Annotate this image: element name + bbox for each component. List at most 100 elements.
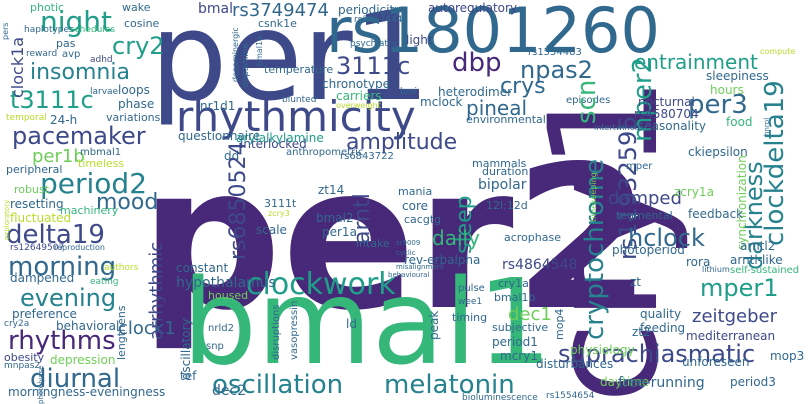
word-clock1a: clock1a <box>8 36 27 98</box>
word-hclock: hclock <box>628 224 705 252</box>
word-environmental: environmental <box>466 113 546 126</box>
word-eating: eating <box>90 277 119 287</box>
word-tef: tef <box>180 369 197 383</box>
word-arylalkylamine: arylalkylamine <box>236 131 324 145</box>
word-dbp: dbp <box>452 48 502 78</box>
word-pineal: pineal <box>466 96 528 120</box>
word-haplotypes: haplotypes <box>24 25 74 35</box>
word-tegmental: tegmental <box>616 209 673 222</box>
word-preference: preference <box>12 307 77 321</box>
word-rs6850524: rs6850524 <box>226 141 251 261</box>
word-cry1a: cry1a <box>498 277 529 290</box>
word-zcry3: zcry3 <box>268 209 290 218</box>
word-psychiatric: psychiatric <box>350 39 400 49</box>
word-diurnal: diurnal <box>30 364 121 394</box>
word-light: light <box>406 33 433 47</box>
word-rhythmicity: rhythmicity <box>176 92 416 141</box>
word-cacgtg: cacgtg <box>404 213 442 226</box>
word-reward: reward <box>26 49 58 59</box>
word-resetting: resetting <box>10 197 64 211</box>
word-carriers: carriers <box>336 89 382 103</box>
word-quality: quality <box>640 307 682 321</box>
word-rs6843722: rs6843722 <box>340 151 394 162</box>
word-compute: compute <box>760 47 796 56</box>
word-arntl2: arntl2 <box>740 239 776 253</box>
word-intertwined: intertwined <box>594 123 640 132</box>
word-synchronization: synchronization <box>735 155 749 250</box>
word-24h: 24-h <box>50 113 78 127</box>
word-period2: period2 <box>40 167 148 200</box>
word-mania: mania <box>398 185 433 198</box>
word-mop4: mop4 <box>553 308 566 340</box>
word-temporal: temporal <box>6 113 47 123</box>
word-hours: hours <box>710 83 744 97</box>
word-depression: depression <box>50 353 116 367</box>
word-pers: pers <box>1 22 10 40</box>
word-disruptions: disruptions <box>271 304 282 361</box>
word-rs4864548: rs4864548 <box>502 257 578 273</box>
word-clockwork: clockwork <box>246 267 396 302</box>
word-disturbances: disturbances <box>536 357 614 371</box>
word-period1: period1 <box>492 335 538 349</box>
word-per1: per1 <box>150 0 431 128</box>
word-episodes: episodes <box>566 95 611 106</box>
word-dec1: dec1 <box>508 304 552 325</box>
word-behavioural: behavioural <box>388 271 430 279</box>
word-behavioral: behavioral <box>56 319 120 333</box>
word-insomnia: insomnia <box>30 60 130 85</box>
word-core: core <box>402 199 428 213</box>
word-clock1: clock1 <box>118 318 176 339</box>
word-avp: avp <box>62 49 81 60</box>
word-bmal1a: bmal1a <box>255 36 264 66</box>
word-delta19: delta19 <box>6 220 105 250</box>
word-dd: dd <box>224 149 240 163</box>
word-wake: wake <box>122 1 151 14</box>
word-lengthens: lengthens <box>115 305 128 360</box>
word-rs3749474: rs3749474 <box>232 0 329 21</box>
word-rs1801260: rs1801260 <box>326 0 660 67</box>
word-robust: robust <box>14 183 50 196</box>
word-rhythms: rhythms <box>8 326 116 356</box>
word-rs3817444: rs3817444 <box>354 15 403 25</box>
word-wee1: wee1 <box>458 297 483 307</box>
word-bioluminescence: bioluminescence <box>462 393 538 403</box>
word-free-running: free-running <box>618 375 705 391</box>
word-misalignment: misalignment <box>396 263 444 271</box>
word-night: night <box>40 5 113 38</box>
word-12l12d: 12l:12d <box>486 199 528 212</box>
word-duration: duration <box>482 165 529 178</box>
word-housed: housed <box>208 289 249 302</box>
word-mcry1: mcry1 <box>500 349 538 363</box>
word-exploratory: exploratory <box>3 199 11 240</box>
word-hypothalamus: hypothalamus <box>176 275 276 291</box>
word-3111t: 3111t <box>264 197 297 210</box>
word-rev-erbalpha: rev-erbalpha <box>404 253 481 267</box>
word-daytime: daytime <box>600 375 650 389</box>
word-peripheral: peripheral <box>6 163 63 176</box>
word-mbmal1: mbmal1 <box>80 147 122 158</box>
word-zeitgeber: zeitgeber <box>692 306 777 327</box>
word-phase: phase <box>118 97 155 111</box>
word-periodicity: periodicity <box>338 3 402 17</box>
word-zt14: zt14 <box>318 183 345 197</box>
word-dopaminergic: dopaminergic <box>231 27 240 82</box>
word-nrld2: nrld2 <box>208 323 234 334</box>
word-timing: timing <box>452 311 488 324</box>
word-bmal1: bmal1 <box>182 253 553 391</box>
word-chronotype: chronotype <box>322 77 390 91</box>
word-mood: mood <box>96 190 159 215</box>
word-crys: crys <box>500 74 546 99</box>
word-feeding: feeding <box>640 321 686 335</box>
word-mnpas2: mnpas2 <box>4 361 41 371</box>
word-cry2: cry2 <box>112 32 165 60</box>
word-zt: zt <box>630 275 642 289</box>
word-damped: damped <box>608 188 682 209</box>
word-questionnaire: questionnaire <box>178 129 261 143</box>
word-arntl-like: arntl-like <box>730 253 783 267</box>
word-self-sustained: self-sustained <box>730 265 800 276</box>
word-variations: variations <box>106 111 161 124</box>
word-per2: per2 <box>140 123 652 354</box>
word-interlocked: interlocked <box>240 137 307 151</box>
word-mediterranean: mediterranean <box>686 329 776 343</box>
word-photoperiod: photoperiod <box>612 243 685 257</box>
